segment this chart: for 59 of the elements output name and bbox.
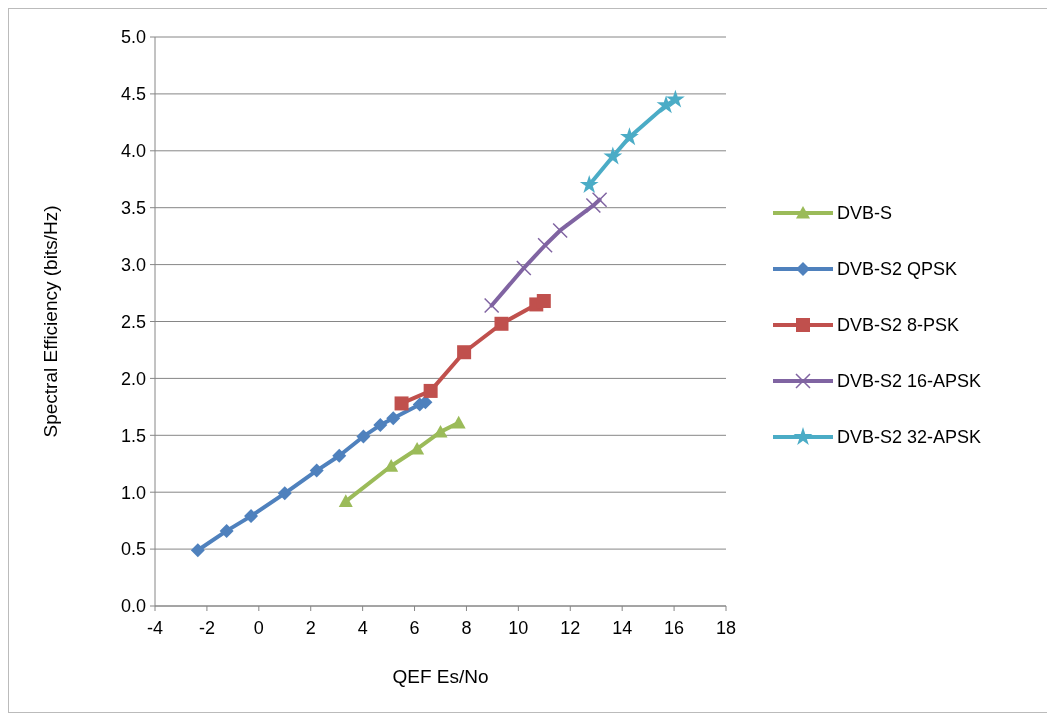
x-tick-label: 18 <box>715 618 737 638</box>
point <box>219 523 234 538</box>
point <box>483 297 500 314</box>
x-tick-label: 2 <box>305 618 316 638</box>
y-tick-label: 2.0 <box>120 368 146 389</box>
point <box>457 345 472 360</box>
x-axis-title: QEF Es/No <box>392 666 489 687</box>
y-tick-label: 0.5 <box>120 539 146 560</box>
legend-label: DVB-S2 16-APSK <box>837 371 982 392</box>
point <box>332 448 347 463</box>
x-tick-label: 16 <box>664 618 685 638</box>
legend-label: DVB-S2 QPSK <box>837 259 958 280</box>
point <box>244 509 259 524</box>
point <box>338 494 353 507</box>
point <box>536 294 551 309</box>
point <box>552 222 568 239</box>
y-tick-label: 3.0 <box>120 254 146 275</box>
point <box>494 316 509 331</box>
x-tick-label: 6 <box>409 618 420 638</box>
point <box>190 543 205 558</box>
point <box>309 463 324 478</box>
point <box>410 441 425 455</box>
y-tick-label: 1.0 <box>120 482 146 503</box>
x-tick-label: -2 <box>198 618 215 638</box>
y-axis-title: Spectral Efficiency (bits/Hz) <box>40 205 61 438</box>
y-tick-label: 3.5 <box>120 198 146 218</box>
legend-label: DVB-S2 32-APSK <box>837 427 982 448</box>
point <box>603 146 623 165</box>
point <box>356 429 371 444</box>
point <box>277 486 292 501</box>
x-tick-label: -4 <box>146 618 164 638</box>
point <box>665 89 685 108</box>
point <box>433 424 448 438</box>
y-tick-label: 5.0 <box>120 27 146 48</box>
x-tick-label: 0 <box>253 618 264 638</box>
legend-label: DVB-S <box>837 203 893 224</box>
y-tick-label: 2.5 <box>120 311 146 332</box>
y-tick-label: 0.0 <box>120 596 146 617</box>
point <box>516 260 532 276</box>
y-tick-label: 4.5 <box>120 84 146 105</box>
x-tick-label: 12 <box>560 618 581 638</box>
point <box>579 175 599 193</box>
x-tick-label: 10 <box>508 618 529 638</box>
point <box>386 411 401 426</box>
point <box>620 127 639 146</box>
point <box>585 197 602 214</box>
point <box>394 396 409 411</box>
y-tick-label: 1.5 <box>120 425 146 446</box>
point <box>384 459 399 472</box>
x-tick-label: 4 <box>357 618 368 638</box>
point <box>537 237 553 253</box>
point <box>451 415 466 429</box>
point <box>423 383 438 398</box>
point <box>591 191 608 208</box>
x-tick-label: 8 <box>461 618 472 638</box>
x-tick-label: 14 <box>612 618 633 638</box>
legend-label: DVB-S2 8-PSK <box>837 315 960 336</box>
point <box>373 418 388 433</box>
y-tick-label: 4.0 <box>120 141 146 162</box>
